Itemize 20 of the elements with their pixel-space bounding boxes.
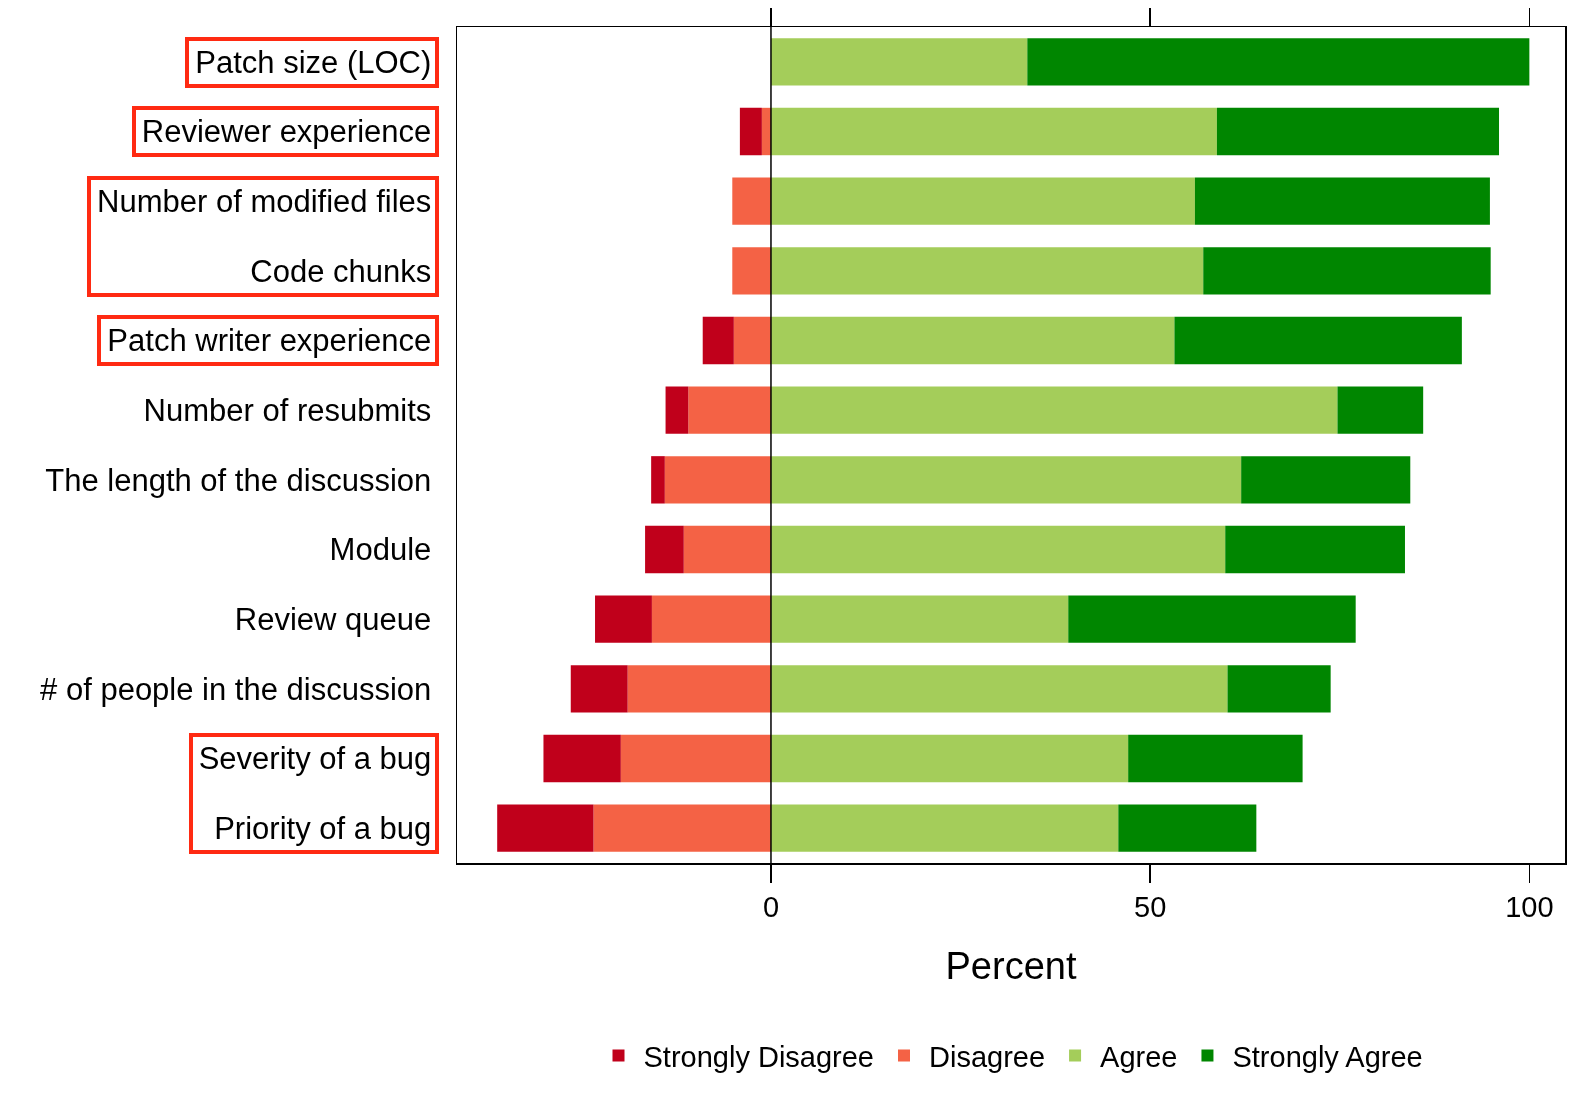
legend-label: Disagree	[929, 1040, 1046, 1073]
x-axis-title: Percent	[945, 945, 1077, 988]
y-tick-label: Severity of a bug	[198, 741, 432, 777]
y-tick-label: Review queue	[234, 602, 432, 638]
legend-label: Strongly Agree	[1232, 1040, 1423, 1073]
y-tick-label: The length of the discussion	[45, 462, 432, 498]
legend-label: Strongly Disagree	[643, 1040, 874, 1073]
x-tick-label: 50	[1134, 891, 1167, 924]
y-tick-label: Patch size (LOC)	[195, 44, 432, 80]
x-tick-label: 0	[762, 891, 780, 924]
x-tick-label: 100	[1505, 891, 1554, 924]
y-tick-label: Number of modified files	[97, 184, 432, 220]
y-tick-label: # of people in the discussion	[40, 671, 432, 707]
y-tick-label: Number of resubmits	[143, 393, 432, 429]
legend-label: Agree	[1100, 1040, 1178, 1073]
y-tick-label: Priority of a bug	[214, 811, 432, 847]
y-tick-label: Patch writer experience	[107, 323, 432, 359]
y-tick-label: Module	[329, 532, 432, 568]
y-tick-label: Code chunks	[250, 253, 432, 289]
y-tick-label: Reviewer experience	[141, 114, 432, 150]
